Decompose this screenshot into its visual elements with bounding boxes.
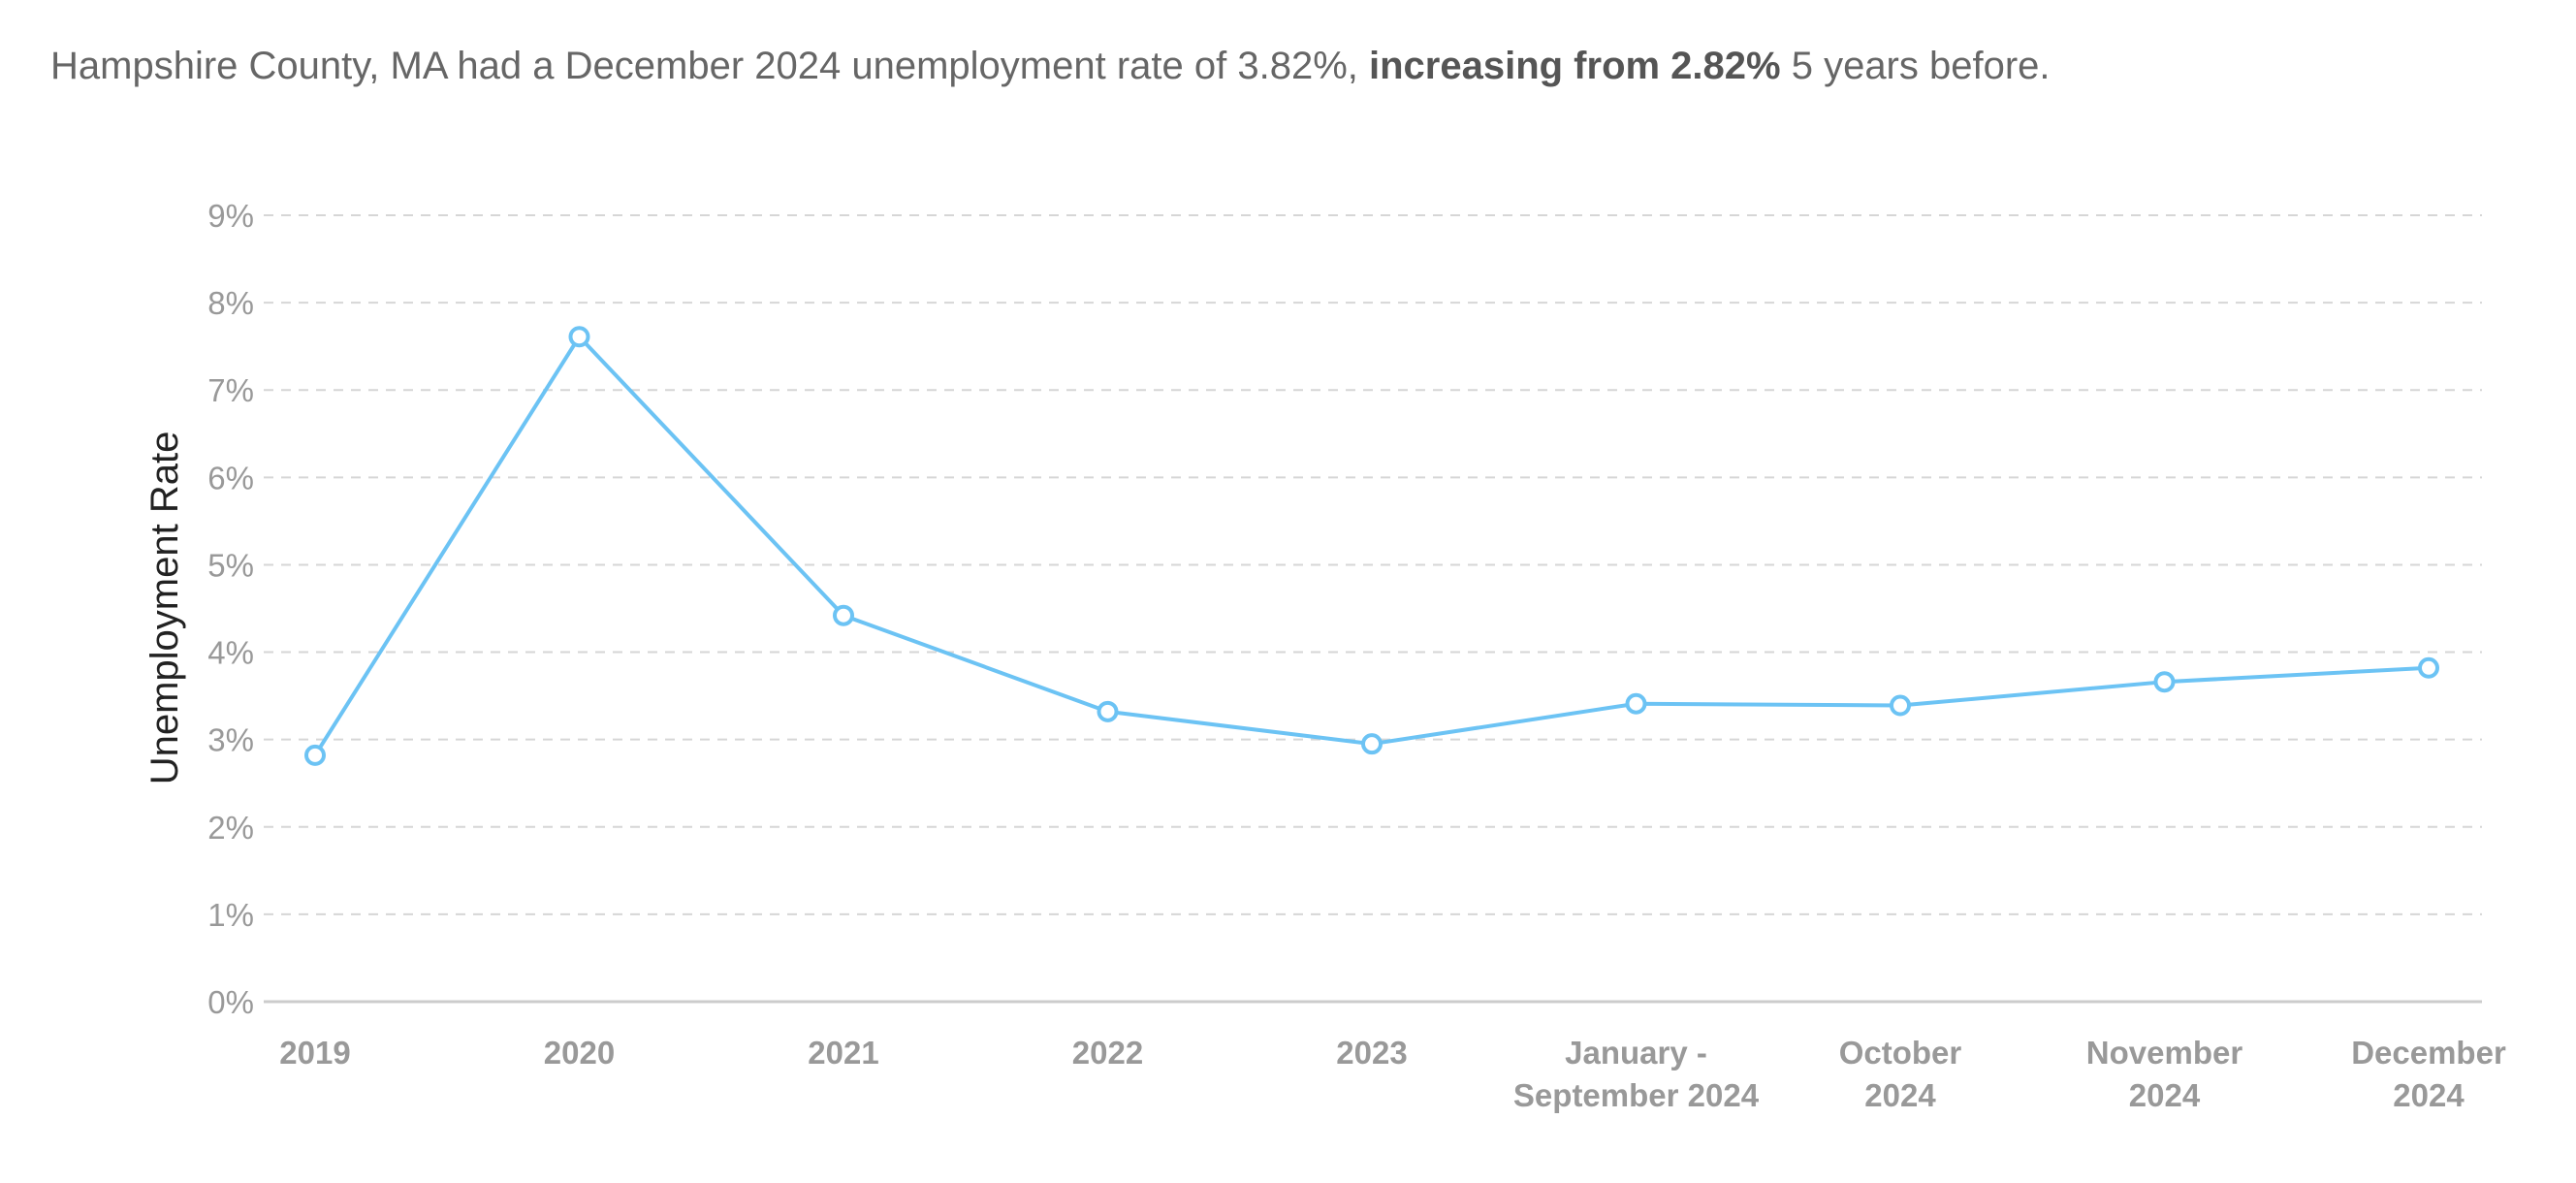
grid (264, 214, 2482, 915)
x-tick-label: January -September 2024 (1513, 1035, 1760, 1113)
y-tick-label: 6% (207, 460, 254, 496)
x-tick-label: December 2024 (2351, 1035, 2506, 1113)
y-tick-label: 7% (207, 372, 254, 408)
y-axis-title: Unemployment Rate (143, 432, 186, 785)
data-point[interactable] (1890, 694, 1911, 717)
x-tick-label: 2022 (1072, 1035, 1143, 1071)
series (313, 335, 2430, 756)
x-tick-label: 2019 (279, 1035, 350, 1071)
data-point[interactable] (568, 326, 590, 348)
y-tick-label: 3% (207, 722, 254, 758)
y-tick-label: 5% (207, 547, 254, 583)
y-axis-ticks: 0% 1% 2% 3% 4% 5% 6% 7% 8% 9% (207, 198, 254, 1020)
data-points (304, 326, 2439, 766)
x-tick-label: November 2024 (2086, 1035, 2243, 1113)
y-tick-label: 8% (207, 285, 254, 321)
data-point[interactable] (2153, 671, 2176, 693)
y-tick-label: 4% (207, 635, 254, 671)
data-point[interactable] (833, 604, 854, 626)
summary-suffix: 5 years before. (1780, 45, 2051, 87)
x-tick-label: 2023 (1336, 1035, 1407, 1071)
data-point[interactable] (1097, 700, 1119, 722)
y-tick-label: 1% (207, 897, 254, 933)
x-tick-label: October 2024 (1839, 1035, 1962, 1113)
y-tick-label: 2% (207, 810, 254, 846)
x-tick-label: 2020 (544, 1035, 615, 1071)
summary-prefix: Hampshire County, MA had a December 2024… (50, 45, 1369, 87)
summary-emphasis: increasing from 2.82% (1368, 45, 1781, 87)
series-line (313, 335, 2430, 756)
y-tick-label: 9% (207, 198, 254, 234)
data-point[interactable] (304, 744, 326, 766)
x-axis-ticks: 2019 2020 2021 2022 2023 January -September 2… (279, 1035, 2506, 1113)
chart-summary: Hampshire County, MA had a December 2024… (50, 39, 2051, 93)
x-tick-label: 2021 (808, 1035, 878, 1071)
data-point[interactable] (2418, 656, 2439, 679)
data-point[interactable] (1361, 733, 1383, 755)
data-point[interactable] (1625, 692, 1647, 715)
y-tick-label: 0% (207, 984, 254, 1020)
